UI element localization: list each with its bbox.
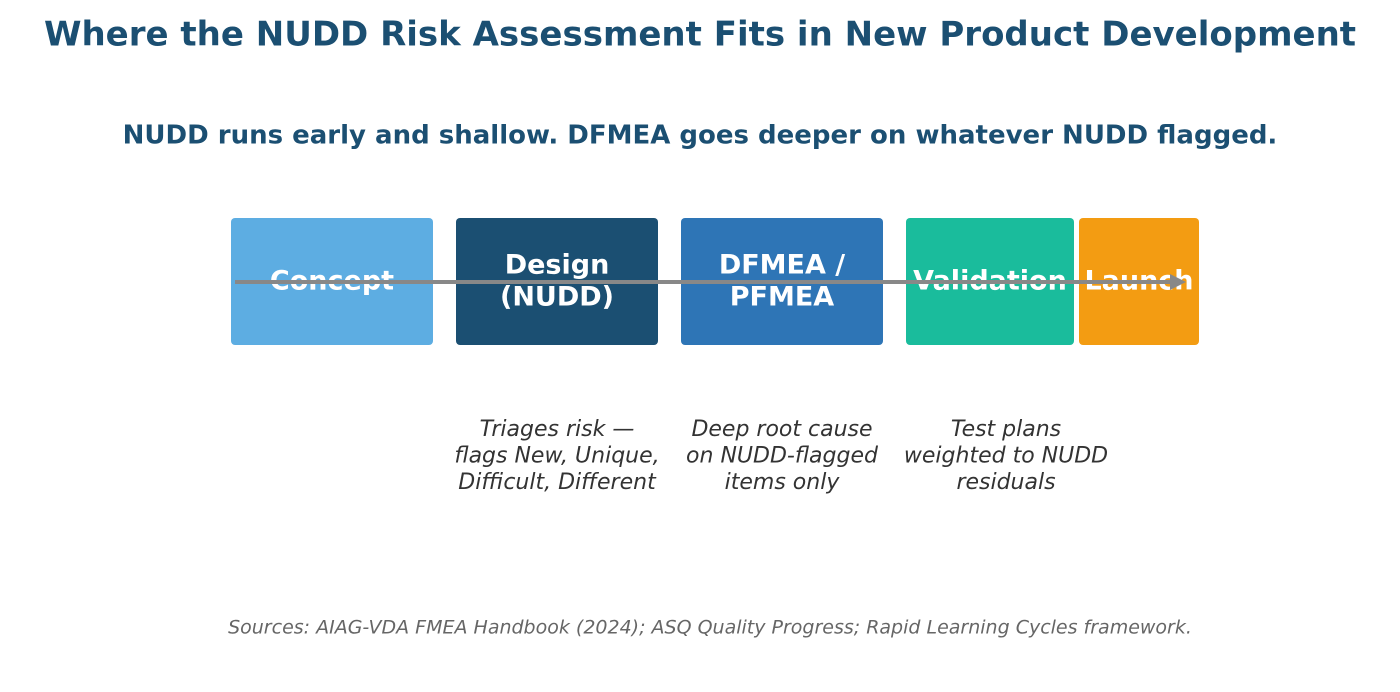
stage-label: PFMEA — [730, 282, 835, 313]
note-line: Triages risk — — [480, 417, 635, 442]
notes: Triages risk —flags New, Unique,Difficul… — [454, 417, 1108, 495]
stage-label: Design — [505, 250, 610, 281]
subtitle: NUDD runs early and shallow. DFMEA goes … — [123, 121, 1278, 151]
note-line: items only — [725, 470, 841, 495]
note-line: Test plans — [951, 417, 1061, 442]
title: Where the NUDD Risk Assessment Fits in N… — [44, 15, 1356, 55]
note-line: on NUDD-flagged — [686, 444, 879, 469]
note-line: Difficult, Different — [458, 470, 657, 495]
stage-label: DFMEA / — [719, 250, 845, 281]
note-line: flags New, Unique, — [454, 444, 659, 469]
stage-label: (NUDD) — [500, 282, 614, 313]
note-line: residuals — [956, 470, 1055, 495]
arrow-head — [1170, 274, 1186, 290]
note-line: Deep root cause — [691, 417, 872, 442]
note-line: weighted to NUDD — [904, 444, 1108, 469]
sources: Sources: AIAG-VDA FMEA Handbook (2024); … — [228, 617, 1192, 639]
